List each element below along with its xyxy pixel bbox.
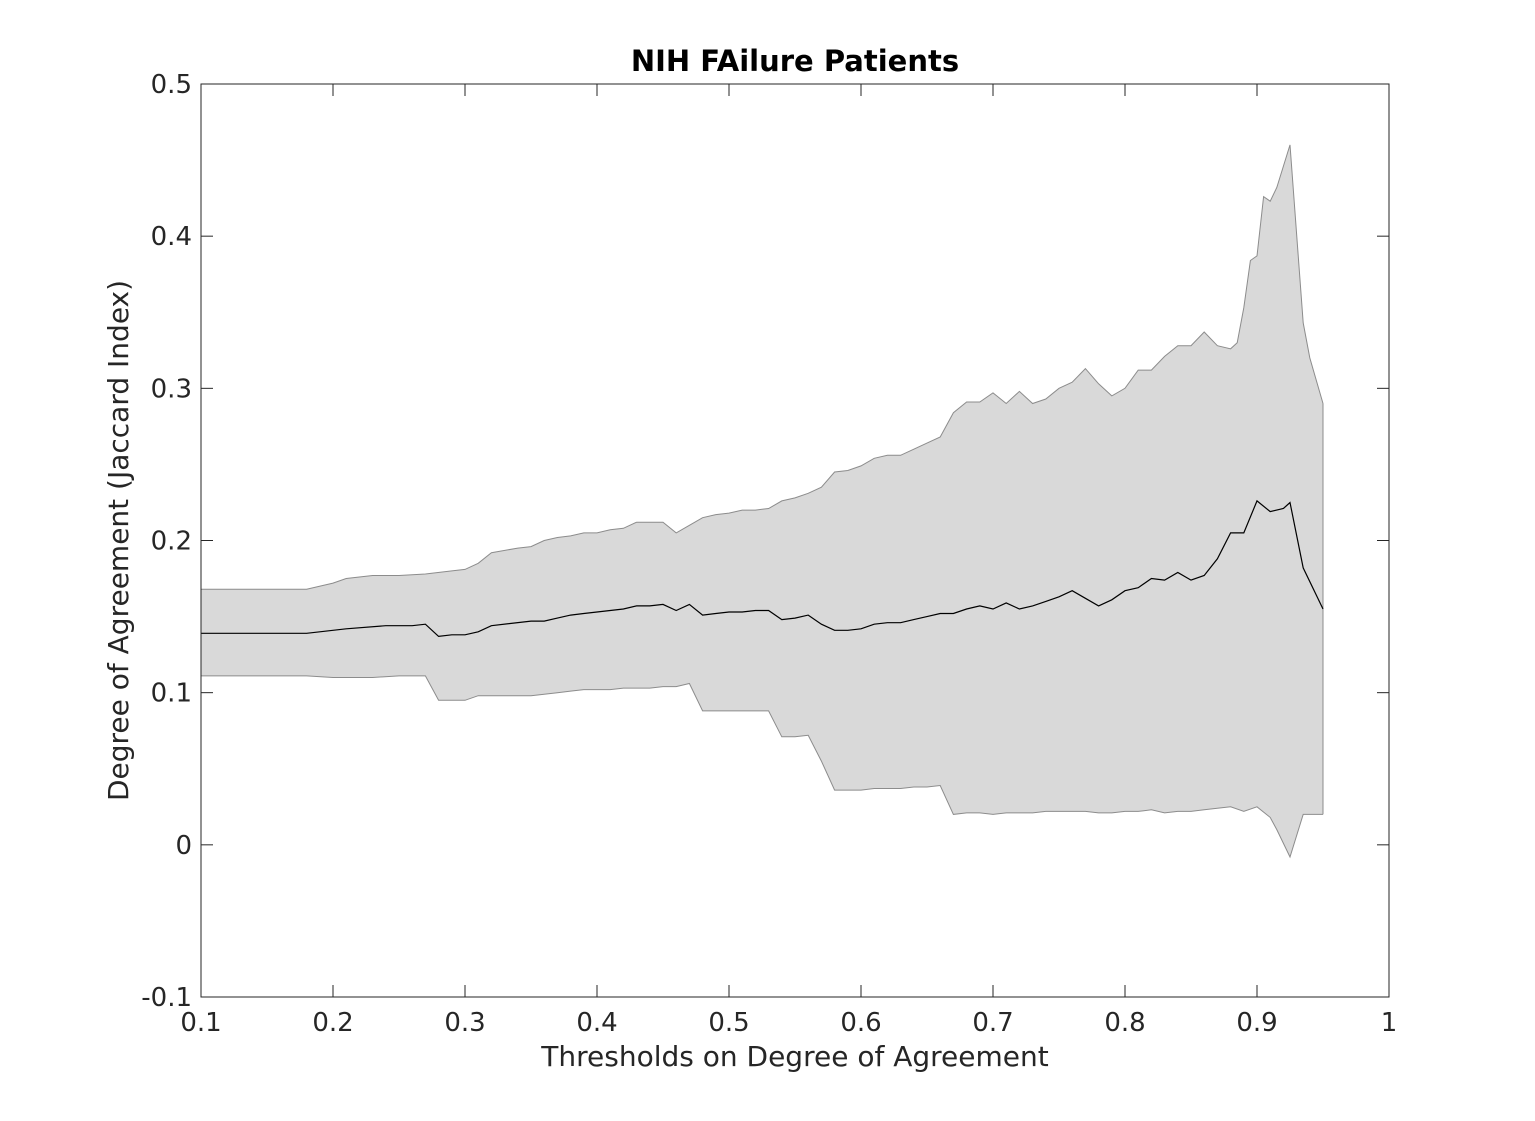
y-tick-label: -0.1 [141,983,192,1013]
mean-line [201,499,1324,638]
x-tick-label: 0.1 [180,1008,221,1038]
x-axis-label: Thresholds on Degree of Agreement [540,1040,1048,1073]
y-tick-label: 0 [175,831,192,861]
y-tick-label: 0.1 [151,679,192,709]
x-tick-label: 0.9 [1236,1008,1277,1038]
mean-line-layer [201,499,1324,638]
confidence-band [201,144,1323,857]
chart-title: NIH FAilure Patients [631,44,959,78]
x-tick-label: 0.5 [708,1008,749,1038]
band-upper-edge [201,144,1324,590]
x-tick-label: 1 [1381,1008,1398,1038]
y-tick-label: 0.2 [151,527,192,557]
x-tick-label: 0.7 [972,1008,1013,1038]
x-tick-label: 0.6 [840,1008,881,1038]
x-tick-label: 0.8 [1104,1008,1145,1038]
x-tick-label: 0.2 [312,1008,353,1038]
y-tick-label: 0.5 [151,70,192,100]
y-tick-label: 0.4 [151,222,192,252]
tick-layer: 0.1 0.2 0.3 0.4 0.5 0.6 0.7 0.8 0.9 1 -0.1 0 0.1 0.2 0… [141,70,1397,1038]
band-lower-edge [201,675,1323,859]
x-tick-label: 0.3 [444,1008,485,1038]
x-tick-label: 0.4 [576,1008,617,1038]
y-axis-label: Degree of Agreement (Jaccard Index) [102,280,135,801]
y-tick-label: 0.3 [151,374,192,404]
